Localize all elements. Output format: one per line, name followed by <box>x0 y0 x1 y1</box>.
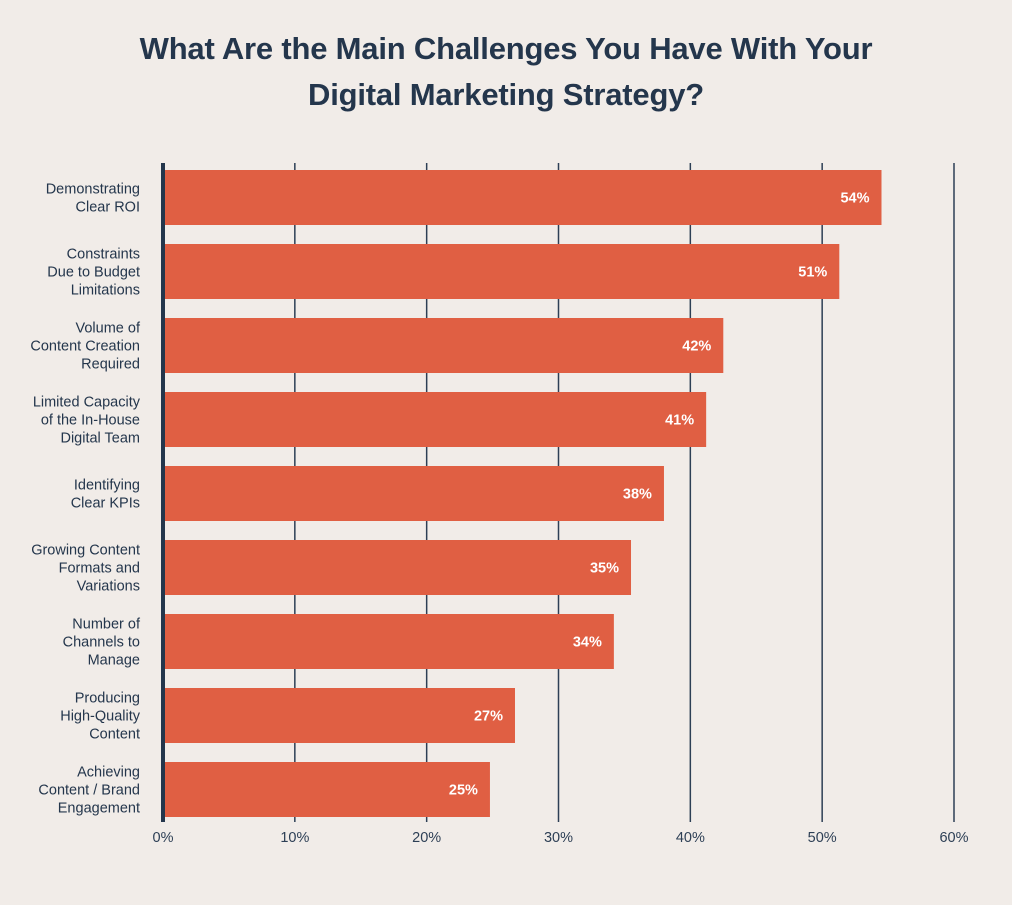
category-label-line: Demonstrating <box>46 182 140 198</box>
chart-title-line-1: What Are the Main Challenges You Have Wi… <box>139 31 873 66</box>
bar <box>163 614 614 669</box>
bar-layer: 54% 51% 42% 41% 38% 35% 34% 27% 25% <box>163 170 882 817</box>
category-label-line: Number of <box>72 617 141 633</box>
category-label-line: Growing Content <box>31 543 140 559</box>
category-label: Producing High-Quality Content <box>60 691 141 743</box>
category-label-line: Digital Team <box>60 430 140 446</box>
category-label-line: Identifying <box>74 478 140 494</box>
bar-value-label: 41% <box>665 413 694 429</box>
x-tick-label: 60% <box>939 830 968 846</box>
category-label-line: Formats and <box>59 561 140 577</box>
bar <box>163 244 840 299</box>
x-tick-label: 0% <box>153 830 174 846</box>
category-label-line: Manage <box>88 652 140 668</box>
bar <box>163 762 490 817</box>
x-tick-label: 10% <box>280 830 309 846</box>
category-label-line: Volume of <box>76 321 141 337</box>
x-tick-label: 40% <box>676 830 705 846</box>
category-label-line: Engagement <box>58 800 140 816</box>
tick-layer: 0% 10% 20% 30% 40% 50% 60% <box>153 830 969 846</box>
bar-value-label: 34% <box>573 635 602 651</box>
bar <box>163 466 664 521</box>
category-label: Achieving Content / Brand Engagement <box>38 765 140 817</box>
category-label-line: Content Creation <box>30 339 140 355</box>
bar <box>163 318 724 373</box>
bar-value-label: 35% <box>590 561 619 577</box>
category-label-line: Channels to <box>63 635 140 651</box>
category-label-line: Required <box>81 356 140 372</box>
x-tick-label: 20% <box>412 830 441 846</box>
category-label-line: Limitations <box>71 282 140 298</box>
category-label-line: Due to Budget <box>47 265 140 281</box>
category-label-line: High-Quality <box>60 709 141 725</box>
category-label-line: Variations <box>77 578 140 594</box>
category-layer: Demonstrating Clear ROI Constraints Due to … <box>30 182 141 817</box>
bar-value-label: 51% <box>798 265 827 281</box>
category-label: Growing Content Formats and Variations <box>31 543 140 595</box>
bar <box>163 392 707 447</box>
bar-value-label: 38% <box>623 487 652 503</box>
bar-value-label: 25% <box>449 783 478 799</box>
x-tick-label: 30% <box>544 830 573 846</box>
category-label-line: Limited Capacity <box>33 395 141 411</box>
category-label-line: Content / Brand <box>38 783 140 799</box>
category-label: Volume of Content Creation Required <box>30 321 141 373</box>
chart-title: What Are the Main Challenges You Have Wi… <box>0 26 1012 118</box>
category-label: Limited Capacity of the In-House Digital T… <box>33 395 141 447</box>
bar <box>163 540 632 595</box>
category-label-line: Clear KPIs <box>71 495 140 511</box>
category-label-line: Constraints <box>67 247 140 263</box>
chart-title-line-2: Digital Marketing Strategy? <box>308 77 704 112</box>
bar-value-label: 27% <box>474 709 503 725</box>
category-label-line: of the In-House <box>41 413 140 429</box>
category-label-line: Achieving <box>77 765 140 781</box>
bar <box>163 170 882 225</box>
bar-value-label: 54% <box>840 191 869 207</box>
category-label: Identifying Clear KPIs <box>71 478 140 512</box>
category-label-line: Producing <box>75 691 140 707</box>
x-tick-label: 50% <box>808 830 837 846</box>
bar <box>163 688 515 743</box>
category-label: Constraints Due to Budget Limitations <box>47 247 140 299</box>
bar-value-label: 42% <box>682 339 711 355</box>
category-label: Number of Channels to Manage <box>63 617 141 669</box>
category-label-line: Content <box>89 726 140 742</box>
category-label-line: Clear ROI <box>76 199 140 215</box>
category-label: Demonstrating Clear ROI <box>46 182 140 216</box>
